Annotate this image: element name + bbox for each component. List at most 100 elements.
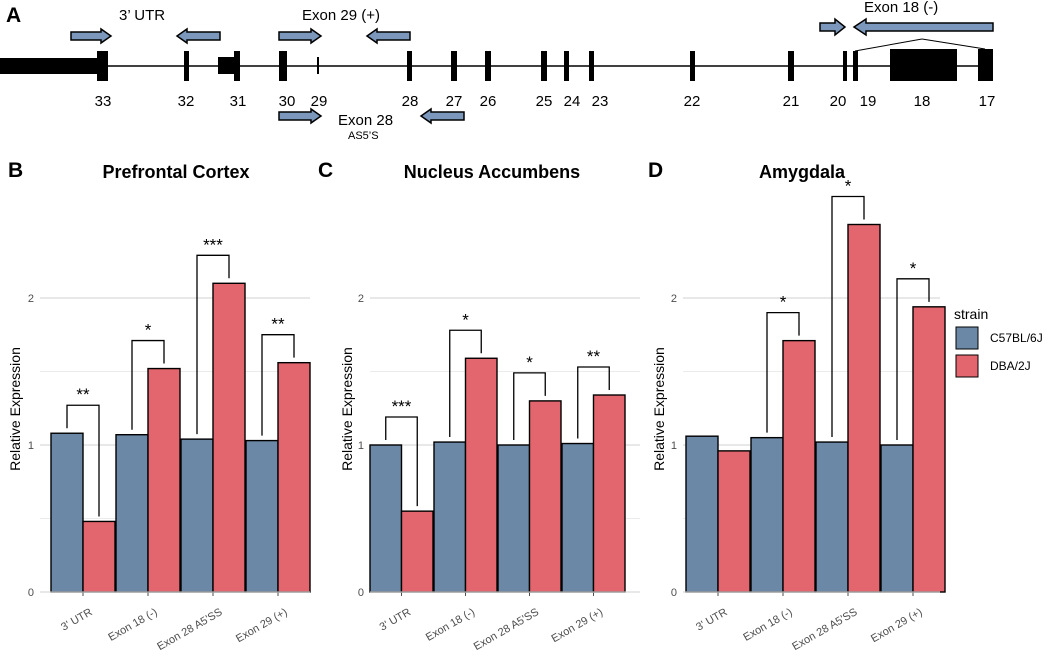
- primer-arrow-exon28-forward: [278, 107, 323, 125]
- significance-label: *: [910, 259, 917, 278]
- x-tick-label: 3' UTR: [59, 606, 94, 633]
- exon-32: [184, 51, 189, 81]
- exon-33: [97, 51, 108, 81]
- exon-26: [485, 51, 491, 81]
- exon-29: [317, 57, 319, 74]
- y-tick-label: 0: [671, 587, 677, 599]
- significance-label: *: [462, 310, 469, 329]
- exon-number-label: 27: [446, 93, 463, 110]
- significance-bracket: [831, 195, 865, 438]
- y-tick-label: 1: [671, 440, 677, 452]
- legend-title: strain: [954, 306, 988, 322]
- bar-dba: [528, 400, 562, 593]
- panel-label-a: A: [6, 4, 21, 27]
- bar-dba: [717, 450, 751, 593]
- primer-label-exon29: Exon 29 (+): [302, 7, 380, 24]
- exon-number-label: 20: [830, 93, 847, 110]
- significance-label: **: [76, 385, 90, 404]
- chart-amygdala: Amygdala 0 1 2 Relative Expression 3' UTR Exon…: [651, 162, 946, 653]
- exon-24: [564, 51, 569, 81]
- exon-number-label: 31: [230, 93, 247, 110]
- chart-prefrontal-cortex: Prefrontal Cortex 0 1 2 Relative Expression 3…: [7, 162, 311, 653]
- x-tick-label: Exon 18 (-): [106, 606, 159, 644]
- exon-18: [890, 49, 957, 81]
- x-tick-label: Exon 18 (-): [424, 606, 477, 644]
- chart-title: Nucleus Accumbens: [404, 162, 580, 182]
- exon-20: [843, 51, 847, 81]
- legend-label-c57: C57BL/6J: [990, 331, 1043, 345]
- splice-line-left: [854, 38, 923, 52]
- bar-c57: [880, 444, 914, 593]
- significance-bracket: [513, 372, 546, 440]
- chart-title: Amygdala: [759, 162, 846, 182]
- y-tick-label: 2: [358, 293, 364, 305]
- exon-number-label: 26: [480, 93, 497, 110]
- panel-label-d: D: [648, 159, 663, 182]
- significance-label: *: [780, 293, 787, 312]
- y-axis-label: Relative Expression: [7, 347, 23, 471]
- bar-c57: [497, 444, 531, 593]
- bar-dba: [277, 361, 311, 593]
- chart-nucleus-accumbens: Nucleus Accumbens 0 1 2 Relative Expression 3…: [339, 162, 640, 653]
- significance-bracket: [385, 416, 418, 507]
- bar-c57: [115, 434, 149, 593]
- exon-number-label: 29: [311, 93, 328, 110]
- exon-30: [279, 51, 287, 81]
- bar-c57: [561, 442, 595, 593]
- legend: strain C57BL/6J DBA/2J: [954, 306, 1043, 378]
- primer-label-exon18: Exon 18 (-): [864, 0, 938, 16]
- y-tick-label: 1: [28, 440, 34, 452]
- exon-31: [234, 51, 240, 81]
- bar-dba: [212, 282, 246, 593]
- panel-label-c: C: [318, 159, 333, 182]
- significance-bracket: [131, 339, 165, 430]
- exon-number-label: 22: [684, 93, 701, 110]
- bar-c57: [433, 441, 467, 593]
- significance-label: *: [845, 177, 852, 196]
- exon-21: [788, 51, 794, 81]
- bar-dba: [464, 357, 498, 593]
- exon-22: [690, 51, 695, 81]
- exon-utr-tail: [0, 58, 98, 74]
- bar-c57: [369, 444, 403, 593]
- significance-bracket: [449, 329, 482, 438]
- exon-number-label: 30: [279, 93, 296, 110]
- significance-bracket: [766, 311, 800, 433]
- x-tick-label: Exon 28 A5'SS: [155, 606, 224, 653]
- bar-c57: [245, 439, 279, 593]
- exon-number-label: 24: [564, 93, 581, 110]
- exon-number-label: 28: [402, 93, 419, 110]
- y-tick-label: 0: [358, 587, 364, 599]
- splice-line-right: [921, 38, 986, 50]
- significance-bracket: [261, 334, 295, 436]
- exon-number-label: 18: [914, 93, 931, 110]
- exon-number-label: 21: [783, 93, 800, 110]
- y-tick-label: 1: [358, 440, 364, 452]
- exon-number-label: 17: [979, 93, 996, 110]
- primer-label-exon28-sub: AS5’S: [348, 130, 379, 142]
- exon-23: [589, 51, 594, 81]
- exon-number-label: 25: [536, 93, 553, 110]
- exon-19: [853, 51, 858, 81]
- x-tick-label: Exon 29 (+): [869, 606, 925, 645]
- exon-number-label: 19: [860, 93, 877, 110]
- significance-label: **: [587, 347, 601, 366]
- primer-arrow-exon29-forward: [278, 27, 323, 45]
- legend-swatch-dba: [955, 354, 979, 378]
- bar-dba: [847, 223, 881, 593]
- primer-arrow-exon29-reverse: [365, 27, 411, 45]
- bar-dba: [400, 510, 434, 593]
- x-tick-label: Exon 28 A5'SS: [790, 606, 859, 653]
- significance-label: ***: [203, 235, 223, 254]
- significance-label: **: [271, 315, 285, 334]
- bar-dba: [592, 394, 626, 593]
- x-tick-label: 3' UTR: [378, 606, 413, 633]
- exon-27: [451, 51, 457, 81]
- primer-arrow-utr-reverse: [175, 27, 221, 45]
- bar-c57: [180, 438, 214, 593]
- x-tick-label: Exon 18 (-): [741, 606, 794, 644]
- legend-swatch-c57: [955, 326, 979, 350]
- primer-arrow-utr-forward: [70, 27, 113, 45]
- y-axis-label: Relative Expression: [651, 347, 667, 471]
- exon-28: [407, 51, 412, 81]
